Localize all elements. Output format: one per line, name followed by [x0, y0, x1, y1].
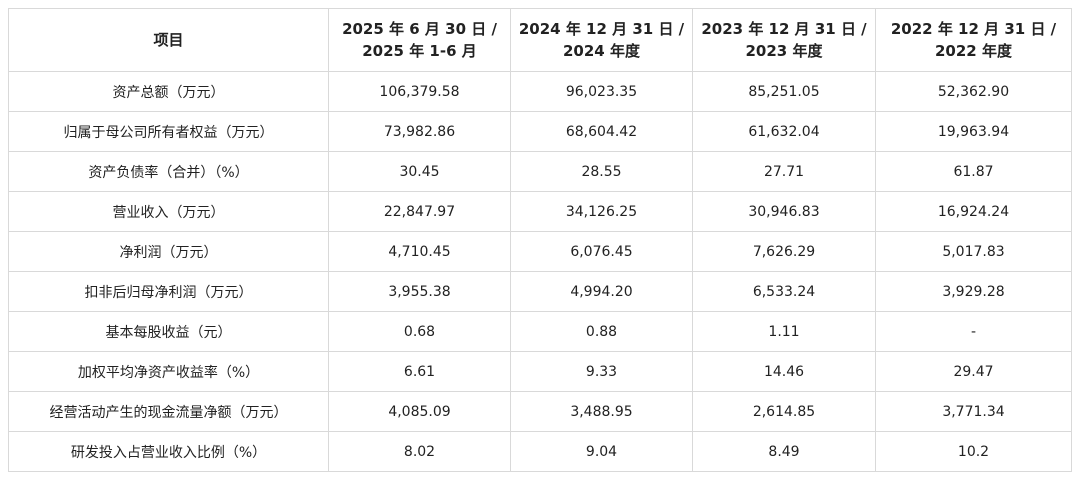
row-label: 归属于母公司所有者权益（万元） — [8, 111, 329, 152]
table-row: 净利润（万元） 4,710.45 6,076.45 7,626.29 5,017.83 — [8, 231, 1072, 272]
header-cell: 2024 年 12 月 31 日 / 2024 年度 — [510, 8, 693, 72]
row-label: 营业收入（万元） — [8, 191, 329, 232]
cell-value: 34,126.25 — [510, 191, 693, 232]
header-line: 2023 年 12 月 31 日 / — [701, 20, 867, 38]
row-label: 净利润（万元） — [8, 231, 329, 272]
cell-value: 29.47 — [875, 351, 1072, 392]
cell-value: 5,017.83 — [875, 231, 1072, 272]
cell-value: 0.88 — [510, 311, 693, 352]
table-row: 资产总额（万元） 106,379.58 96,023.35 85,251.05 52,3… — [8, 71, 1072, 112]
header-cell: 项目 — [8, 8, 329, 72]
page: 项目 2025 年 6 月 30 日 / 2025 年 1-6 月 2024 年 12… — [8, 8, 1072, 472]
header-cell: 2025 年 6 月 30 日 / 2025 年 1-6 月 — [328, 8, 511, 72]
header-line: 2022 年度 — [935, 42, 1012, 60]
cell-value: 6,533.24 — [692, 271, 876, 312]
cell-value: 8.49 — [692, 431, 876, 472]
header-line: 2024 年 12 月 31 日 / — [518, 20, 685, 38]
cell-value: 52,362.90 — [875, 71, 1072, 112]
cell-value: 61.87 — [875, 151, 1072, 192]
cell-value: 3,771.34 — [875, 391, 1072, 432]
row-label: 加权平均净资产收益率（%） — [8, 351, 329, 392]
cell-value: 4,085.09 — [328, 391, 511, 432]
cell-value: 16,924.24 — [875, 191, 1072, 232]
row-label: 资产总额（万元） — [8, 71, 329, 112]
cell-value: 1.11 — [692, 311, 876, 352]
cell-value: 8.02 — [328, 431, 511, 472]
cell-value: 9.04 — [510, 431, 693, 472]
cell-value: 0.68 — [328, 311, 511, 352]
table-row: 营业收入（万元） 22,847.97 34,126.25 30,946.83 16,92… — [8, 191, 1072, 232]
header-line: 2022 年 12 月 31 日 / — [890, 20, 1057, 38]
cell-value: 30.45 — [328, 151, 511, 192]
row-label: 资产负债率（合并）（%） — [8, 151, 329, 192]
cell-value: 22,847.97 — [328, 191, 511, 232]
cell-value: 73,982.86 — [328, 111, 511, 152]
cell-value: 3,488.95 — [510, 391, 693, 432]
cell-value: - — [875, 311, 1072, 352]
cell-value: 10.2 — [875, 431, 1072, 472]
cell-value: 28.55 — [510, 151, 693, 192]
cell-value: 106,379.58 — [328, 71, 511, 112]
row-label: 经营活动产生的现金流量净额（万元） — [8, 391, 329, 432]
header-cell: 2022 年 12 月 31 日 / 2022 年度 — [875, 8, 1072, 72]
table-row: 经营活动产生的现金流量净额（万元） 4,085.09 3,488.95 2,614.8… — [8, 391, 1072, 432]
header-line: 项目 — [153, 31, 184, 49]
table-row: 归属于母公司所有者权益（万元） 73,982.86 68,604.42 61,632.… — [8, 111, 1072, 152]
table-row: 基本每股收益（元） 0.68 0.88 1.11- — [8, 311, 1072, 352]
header-line: 2025 年 6 月 30 日 / — [342, 20, 497, 38]
cell-value: 19,963.94 — [875, 111, 1072, 152]
header-row: 项目 2025 年 6 月 30 日 / 2025 年 1-6 月 2024 年 12… — [8, 8, 1072, 72]
cell-value: 96,023.35 — [510, 71, 693, 112]
cell-value: 9.33 — [510, 351, 693, 392]
table-row: 加权平均净资产收益率（%） 6.61 9.33 14.46 29.47 — [8, 351, 1072, 392]
cell-value: 61,632.04 — [692, 111, 876, 152]
cell-value: 30,946.83 — [692, 191, 876, 232]
table-row: 扣非后归母净利润（万元） 3,955.38 4,994.20 6,533.24 3,92… — [8, 271, 1072, 312]
cell-value: 4,710.45 — [328, 231, 511, 272]
cell-value: 27.71 — [692, 151, 876, 192]
header-cell: 2023 年 12 月 31 日 / 2023 年度 — [692, 8, 876, 72]
cell-value: 6,076.45 — [510, 231, 693, 272]
row-label: 研发投入占营业收入比例（%） — [8, 431, 329, 472]
cell-value: 14.46 — [692, 351, 876, 392]
cell-value: 3,929.28 — [875, 271, 1072, 312]
table-row: 资产负债率（合并）（%） 30.45 28.55 27.71 61.87 — [8, 151, 1072, 192]
row-label: 基本每股收益（元） — [8, 311, 329, 352]
cell-value: 6.61 — [328, 351, 511, 392]
cell-value: 3,955.38 — [328, 271, 511, 312]
header-line: 2025 年 1-6 月 — [362, 42, 477, 60]
header-line: 2023 年度 — [745, 42, 823, 60]
data-table: 项目 2025 年 6 月 30 日 / 2025 年 1-6 月 2024 年 12… — [8, 8, 1072, 472]
cell-value: 2,614.85 — [692, 391, 876, 432]
header-line: 2024 年度 — [563, 42, 640, 60]
cell-value: 7,626.29 — [692, 231, 876, 272]
table-body: 资产总额（万元） 106,379.58 96,023.35 85,251.05 52,3… — [8, 71, 1072, 472]
cell-value: 68,604.42 — [510, 111, 693, 152]
cell-value: 85,251.05 — [692, 71, 876, 112]
row-label: 扣非后归母净利润（万元） — [8, 271, 329, 312]
cell-value: 4,994.20 — [510, 271, 693, 312]
table-row: 研发投入占营业收入比例（%） 8.02 9.04 8.49 10.2 — [8, 431, 1072, 472]
